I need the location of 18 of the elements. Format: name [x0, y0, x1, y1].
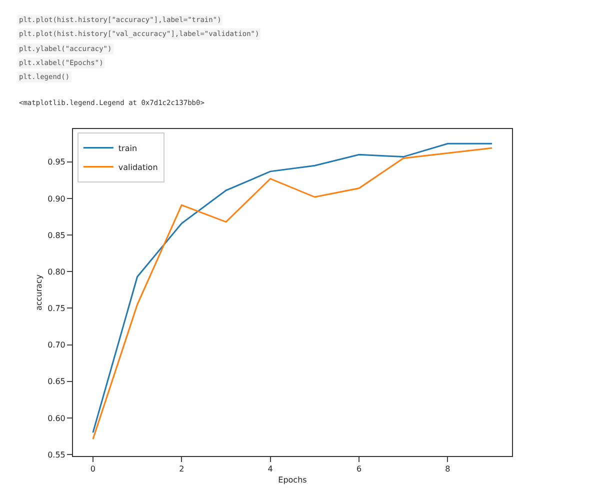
legend-label: validation [118, 162, 158, 172]
y-tick-label: 0.60 [48, 414, 66, 423]
x-tick-label: 6 [356, 464, 362, 474]
y-tick-label: 0.65 [48, 377, 66, 386]
legend-label: train [118, 144, 138, 153]
y-tick-label: 0.85 [48, 230, 66, 240]
y-tick-label: 0.80 [48, 267, 66, 276]
y-tick-label: 0.70 [48, 340, 66, 350]
y-tick-label: 0.55 [48, 450, 66, 460]
x-tick-label: 0 [90, 464, 96, 474]
y-tick-label: 0.90 [48, 194, 66, 204]
y-tick-label: 0.95 [48, 158, 66, 167]
x-tick-label: 8 [445, 464, 450, 474]
y-tick-label: 0.75 [48, 304, 66, 314]
y-axis-title: accuracy [34, 274, 44, 311]
x-axis-title: Epochs [278, 476, 307, 485]
x-tick-label: 4 [268, 464, 273, 474]
x-tick-label: 2 [179, 464, 184, 474]
